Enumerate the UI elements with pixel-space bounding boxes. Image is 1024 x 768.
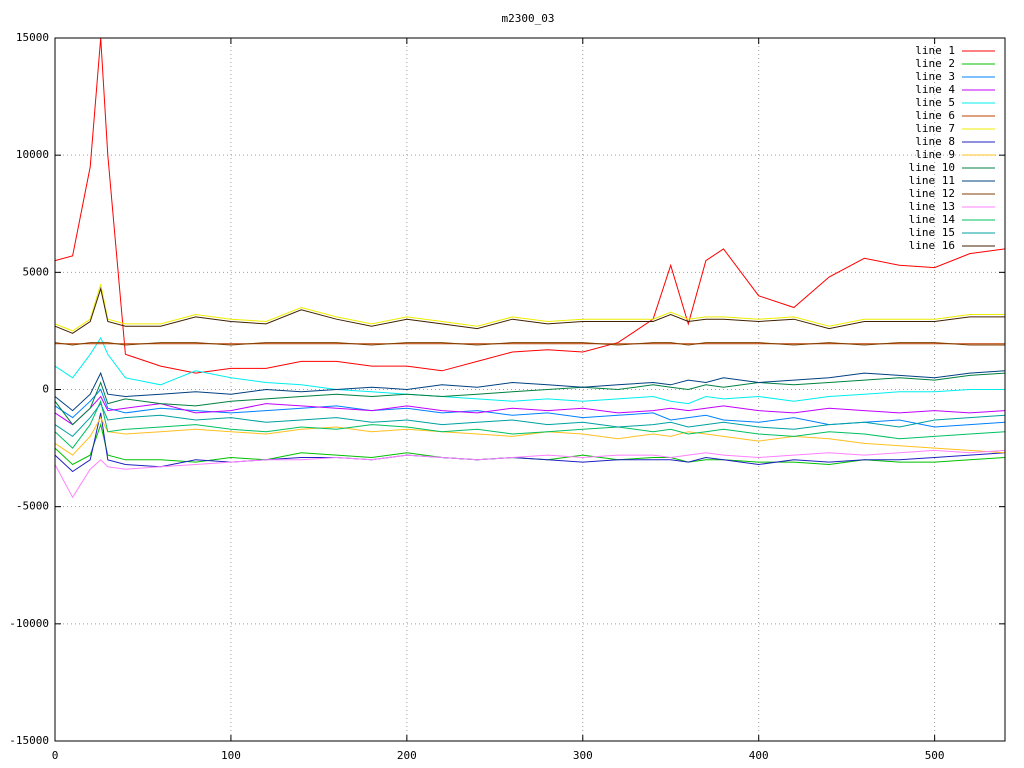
data-line xyxy=(54,388,1006,428)
y-tick-label: 5000 xyxy=(23,265,50,278)
legend-label: line 8 xyxy=(915,135,955,148)
legend-label: line 7 xyxy=(915,122,955,135)
x-tick-label: 0 xyxy=(52,749,59,762)
data-line xyxy=(54,336,1005,405)
legend-label: line 3 xyxy=(915,70,955,83)
y-tick-label: -15000 xyxy=(9,734,49,747)
y-tick-label: 0 xyxy=(42,383,49,396)
x-tick-label: 200 xyxy=(397,749,417,762)
data-line xyxy=(54,412,1006,473)
data-line xyxy=(54,399,1006,449)
y-tick-label: -10000 xyxy=(9,617,49,630)
legend-label: line 6 xyxy=(915,109,955,122)
legend-label: line 2 xyxy=(915,57,955,70)
x-tick-label: 100 xyxy=(221,749,241,762)
x-tick-label: 400 xyxy=(749,749,769,762)
x-tick-label: 500 xyxy=(925,749,945,762)
legend-label: line 11 xyxy=(909,174,955,187)
legend-label: line 5 xyxy=(915,96,955,109)
legend-label: line 12 xyxy=(909,187,955,200)
legend-label: line 10 xyxy=(909,161,955,174)
legend-label: line 13 xyxy=(909,200,955,213)
legend-label: line 16 xyxy=(909,239,955,252)
data-line xyxy=(54,395,1006,426)
data-line xyxy=(54,449,1006,499)
legend-label: line 9 xyxy=(915,148,955,161)
data-line xyxy=(54,372,1006,426)
legend-label: line 4 xyxy=(915,83,955,96)
y-tick-label: 15000 xyxy=(16,31,49,44)
y-tick-label: 10000 xyxy=(16,148,49,161)
data-line xyxy=(54,37,1006,374)
data-line xyxy=(54,286,1005,334)
data-line xyxy=(54,416,1006,456)
x-tick-label: 300 xyxy=(573,749,593,762)
data-line xyxy=(54,402,1006,438)
legend-label: line 1 xyxy=(915,44,955,57)
chart-title: m2300_03 xyxy=(502,12,555,25)
data-line xyxy=(54,283,1005,332)
data-line xyxy=(54,342,1005,346)
y-tick-label: -5000 xyxy=(16,500,49,513)
data-line xyxy=(54,370,1006,412)
plot-border xyxy=(54,37,1006,742)
legend-label: line 14 xyxy=(909,213,956,226)
legend-label: line 15 xyxy=(909,226,955,239)
